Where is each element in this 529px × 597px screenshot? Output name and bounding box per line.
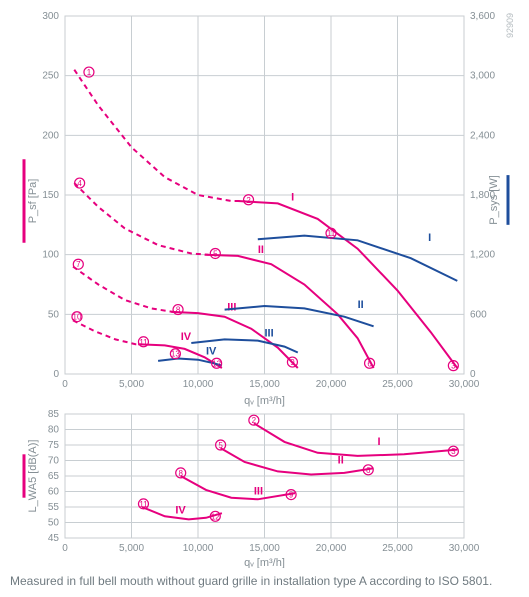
svg-text:11: 11 [327,229,336,238]
svg-text:3,600: 3,600 [470,11,495,22]
svg-text:100: 100 [42,250,59,261]
svg-text:0: 0 [62,379,68,390]
svg-text:6: 6 [367,359,372,368]
svg-text:3,000: 3,000 [470,71,495,82]
svg-text:25,000: 25,000 [382,379,413,390]
svg-text:II: II [358,299,364,311]
svg-text:10,000: 10,000 [183,543,214,554]
svg-text:12: 12 [212,359,221,368]
svg-text:250: 250 [42,71,59,82]
svg-text:I: I [378,436,381,448]
svg-text:3: 3 [451,447,456,456]
svg-text:3: 3 [451,362,456,371]
svg-text:qᵥ [m³/h]: qᵥ [m³/h] [244,557,285,568]
sound-level-chart: 0 5,000 10,000 15,000 20,000 25,000 30,000 45 50… [10,408,519,568]
svg-text:IV: IV [181,331,192,343]
svg-text:20,000: 20,000 [316,543,347,554]
svg-text:200: 200 [42,130,59,141]
svg-text:0: 0 [62,543,68,554]
svg-text:70: 70 [48,456,60,467]
svg-text:92909: 92909 [505,13,515,38]
svg-text:P_sf [Pa]: P_sf [Pa] [27,179,39,224]
svg-text:11: 11 [139,500,148,509]
svg-text:L_WA5 [dB(A)]: L_WA5 [dB(A)] [27,440,39,513]
svg-text:I: I [291,192,294,204]
svg-text:9: 9 [290,358,295,367]
svg-text:1: 1 [87,68,92,77]
svg-text:0: 0 [53,369,59,380]
svg-text:65: 65 [48,471,60,482]
svg-text:IV: IV [206,345,217,357]
svg-text:600: 600 [470,309,487,320]
svg-text:5: 5 [213,249,218,258]
svg-text:15,000: 15,000 [249,543,280,554]
svg-text:150: 150 [42,190,59,201]
svg-text:4: 4 [77,179,82,188]
svg-text:II: II [338,455,344,467]
svg-text:III: III [265,328,274,340]
svg-text:45: 45 [48,533,60,544]
svg-text:8: 8 [178,469,183,478]
svg-text:15,000: 15,000 [249,379,280,390]
svg-text:10,000: 10,000 [183,379,214,390]
svg-text:1,200: 1,200 [470,250,495,261]
svg-text:9: 9 [289,491,294,500]
svg-text:6: 6 [366,466,371,475]
measurement-footnote: Measured in full bell mouth without guar… [10,568,519,588]
svg-text:75: 75 [48,440,60,451]
svg-text:80: 80 [48,425,60,436]
svg-text:2,400: 2,400 [470,130,495,141]
svg-text:13: 13 [171,350,180,359]
svg-text:5,000: 5,000 [119,543,144,554]
svg-text:I: I [428,232,431,244]
svg-text:0: 0 [470,369,476,380]
svg-text:2: 2 [246,196,251,205]
svg-text:25,000: 25,000 [382,543,413,554]
svg-text:II: II [258,244,264,256]
svg-text:P_sys [W]: P_sys [W] [488,175,500,225]
svg-text:12: 12 [211,512,220,521]
svg-text:30,000: 30,000 [449,543,480,554]
svg-text:30,000: 30,000 [449,379,480,390]
svg-text:50: 50 [48,309,60,320]
performance-curve-chart: 92909 0 5,000 10,000 15,000 20,000 25,000 30,00… [10,8,519,408]
svg-text:qᵥ [m³/h]: qᵥ [m³/h] [244,395,285,407]
svg-text:55: 55 [48,502,60,513]
svg-text:7: 7 [76,260,81,269]
svg-text:50: 50 [48,518,60,529]
svg-text:8: 8 [176,306,181,315]
svg-text:IV: IV [175,504,186,516]
svg-text:60: 60 [48,487,60,498]
svg-text:III: III [254,486,263,498]
svg-text:III: III [227,301,236,313]
svg-text:85: 85 [48,409,60,420]
svg-text:300: 300 [42,11,59,22]
svg-text:20,000: 20,000 [316,379,347,390]
svg-text:2: 2 [252,416,257,425]
svg-text:11: 11 [139,338,148,347]
svg-text:5,000: 5,000 [119,379,144,390]
svg-text:5: 5 [218,441,223,450]
svg-text:10: 10 [73,313,82,322]
